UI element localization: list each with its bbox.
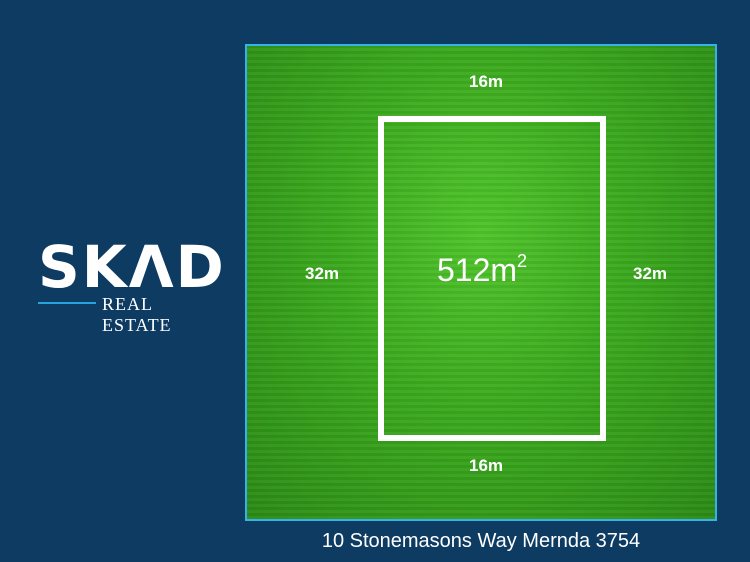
- logo-divider: [38, 302, 96, 304]
- top-dimension: 16m: [469, 72, 504, 91]
- lot-boundary: [378, 116, 606, 441]
- bottom-dimension: 16m: [469, 456, 504, 475]
- left-dimension: 32m: [305, 264, 340, 283]
- skad-logo: SKΛD REAL ESTATE: [38, 233, 226, 335]
- logo-wordmark: SKΛD: [38, 233, 226, 301]
- right-dimension: 32m: [633, 264, 668, 283]
- property-address: 10 Stonemasons Way Mernda 3754: [321, 530, 641, 552]
- logo-subtitle: REAL ESTATE: [102, 294, 172, 335]
- lot-area: 512m2: [437, 251, 528, 288]
- land-plot-image: 16m 16m 32m 32m 512m2: [245, 44, 717, 521]
